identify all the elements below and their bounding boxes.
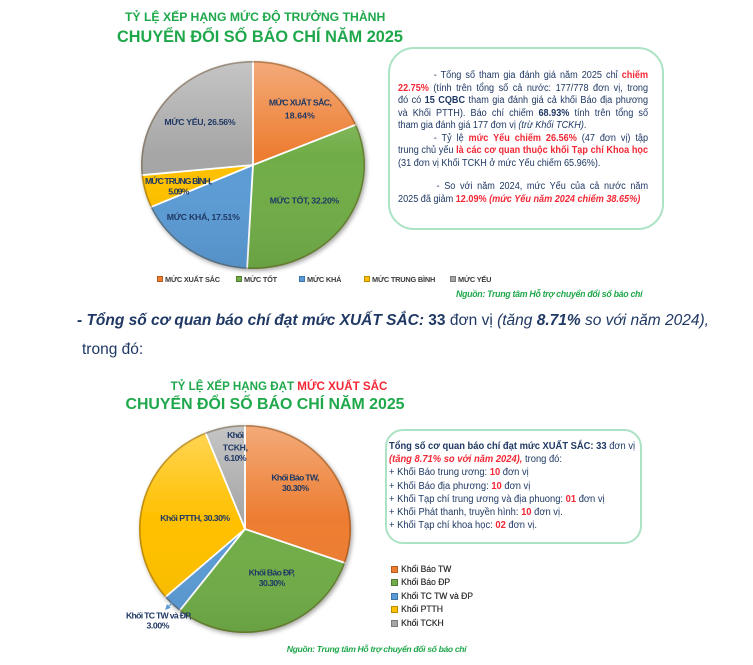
- svg-text:MỨC XUẤT SẮC,: MỨC XUẤT SẮC,: [269, 97, 332, 108]
- svg-text:30.30%: 30.30%: [259, 578, 286, 588]
- svg-text:5.09%: 5.09%: [168, 187, 189, 197]
- svg-text:18.64%: 18.64%: [285, 110, 315, 120]
- svg-text:MỨC TỐT, 32.20%: MỨC TỐT, 32.20%: [270, 194, 340, 205]
- svg-text:Khối Báo TW,: Khối Báo TW,: [271, 472, 319, 482]
- svg-text:Khối TC TW và ĐP,: Khối TC TW và ĐP,: [126, 611, 192, 621]
- svg-text:Khối PTTH, 30.30%: Khối PTTH, 30.30%: [160, 513, 230, 523]
- svg-text:6.10%: 6.10%: [224, 453, 247, 463]
- svg-text:3.00%: 3.00%: [147, 621, 170, 631]
- svg-text:Khối: Khối: [227, 430, 244, 440]
- svg-text:30.30%: 30.30%: [282, 483, 309, 493]
- svg-text:MỨC TRUNG BÌNH,: MỨC TRUNG BÌNH,: [145, 175, 212, 186]
- svg-text:MỨC YẾU, 26.56%: MỨC YẾU, 26.56%: [164, 116, 235, 127]
- svg-text:TCKH,: TCKH,: [223, 443, 248, 453]
- svg-text:MỨC KHÁ, 17.51%: MỨC KHÁ, 17.51%: [167, 211, 240, 222]
- svg-text:Khối Báo ĐP,: Khối Báo ĐP,: [249, 567, 295, 577]
